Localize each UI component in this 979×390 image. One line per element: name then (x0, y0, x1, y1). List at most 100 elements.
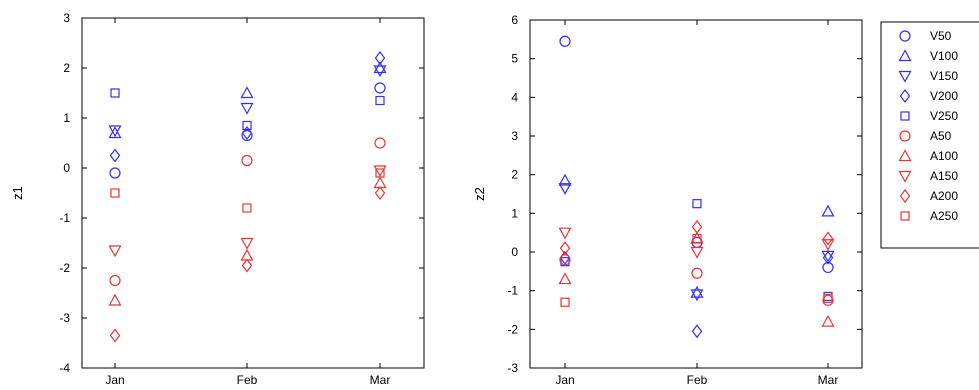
y-axis-label: z1 (10, 186, 25, 200)
data-point-a100 (821, 314, 835, 327)
data-point-a150 (558, 227, 572, 240)
y-tick-label: 1 (511, 206, 518, 220)
y-tick-label: 6 (511, 13, 518, 27)
data-point-v150 (108, 125, 122, 138)
y-tick-label: -1 (59, 211, 70, 225)
data-point-v100 (558, 173, 572, 186)
data-point-a200 (109, 328, 121, 343)
legend-marker-v50 (899, 30, 911, 42)
data-point-a50 (241, 154, 253, 167)
data-point-v50 (559, 35, 571, 47)
x-tick-label: Mar (818, 373, 839, 387)
legend-label-v250: V250 (930, 109, 958, 123)
data-point-a250 (823, 293, 833, 303)
data-point-a150 (373, 165, 387, 178)
y-tick-label: -3 (59, 311, 70, 325)
y-tick-label: 0 (511, 245, 518, 259)
data-point-a250 (242, 203, 252, 213)
legend-box (880, 21, 979, 249)
data-point-a200 (691, 219, 703, 234)
data-point-a250 (560, 297, 570, 307)
legend-marker-a50 (899, 130, 911, 142)
y-tick-label: 3 (63, 11, 70, 25)
data-point-a250 (375, 168, 385, 178)
data-point-v150 (690, 289, 704, 302)
data-point-v200 (691, 324, 703, 339)
data-point-a150 (240, 237, 254, 250)
data-point-a100 (108, 293, 122, 306)
data-point-a200 (241, 258, 253, 273)
data-point-v50 (109, 167, 121, 179)
data-point-v100 (240, 86, 254, 99)
legend-marker-v250 (900, 111, 910, 121)
x-tick-label: Feb (237, 373, 258, 387)
data-point-a50 (691, 267, 703, 279)
plot-frame (81, 17, 425, 369)
data-point-a200 (559, 241, 571, 256)
legend-marker-a100 (898, 149, 912, 162)
legend-marker-v100 (898, 49, 912, 62)
data-point-v250 (375, 95, 385, 106)
data-point-a150 (108, 245, 122, 258)
data-point-v200 (241, 126, 253, 140)
data-point-v50 (374, 82, 386, 94)
legend-marker-v200 (899, 89, 911, 103)
y-tick-label: -4 (59, 361, 70, 375)
data-point-v200 (374, 51, 386, 65)
data-point-a50 (109, 274, 121, 287)
data-point-v250 (242, 120, 252, 131)
legend-marker-a150 (898, 170, 912, 183)
data-point-v100 (821, 204, 835, 217)
legend-label-a100: A100 (930, 149, 958, 163)
legend-marker-a200 (899, 189, 911, 203)
data-point-v100 (108, 126, 122, 139)
data-point-a250 (692, 233, 702, 244)
legend-label-v100: V100 (930, 49, 958, 63)
data-point-v100 (690, 285, 704, 298)
data-point-v200 (822, 250, 834, 265)
data-point-v150 (558, 183, 572, 195)
data-point-a50 (374, 137, 386, 149)
legend-label-a50: A50 (930, 129, 952, 143)
legend-label-v50: V50 (930, 29, 952, 43)
data-point-v250 (692, 199, 702, 209)
data-point-v200 (109, 148, 121, 163)
y-tick-label: 2 (63, 61, 70, 75)
legend-label-a200: A200 (930, 189, 958, 203)
data-point-v150 (240, 102, 254, 115)
y-tick-label: -2 (507, 322, 518, 336)
data-point-a50 (822, 294, 834, 306)
y-tick-label: 5 (511, 52, 518, 66)
chart-z1: -4 -3 -2 -1 0 1 2 3 Jan Feb Mar z1 (10, 11, 425, 387)
plot-frame (529, 19, 863, 369)
data-point-v50 (241, 129, 253, 142)
data-point-a200 (822, 231, 834, 246)
data-point-v150 (373, 65, 387, 78)
data-point-a150 (821, 239, 835, 252)
y-tick-label: 4 (511, 90, 518, 104)
legend-marker-a250 (900, 211, 910, 221)
data-point-a200 (374, 186, 386, 200)
data-point-a150 (690, 246, 704, 259)
chart-z2: -3 -2 -1 0 1 2 3 4 5 6 Jan Feb Mar z2 (472, 13, 863, 387)
y-tick-label: 1 (63, 111, 70, 125)
legend-label-v150: V150 (930, 69, 958, 83)
y-axis-label: z2 (472, 187, 487, 201)
x-tick-label: Mar (370, 373, 391, 387)
y-tick-label: -1 (507, 284, 518, 298)
y-tick-label: 3 (511, 129, 518, 143)
legend: V50 V100 V150 V200 V250 A50 A100 A150 A200 A250 (880, 21, 979, 249)
x-tick-label: Jan (105, 373, 124, 387)
data-point-a100 (558, 272, 572, 285)
y-tick-label: 0 (63, 161, 70, 175)
y-tick-label: 2 (511, 168, 518, 182)
legend-label-a150: A150 (930, 169, 958, 183)
y-tick-label: -2 (59, 261, 70, 275)
data-point-v250 (110, 88, 120, 98)
data-point-v100 (373, 61, 387, 74)
legend-marker-v150 (898, 70, 912, 83)
data-point-a250 (110, 188, 120, 198)
y-tick-label: -3 (507, 361, 518, 375)
x-tick-label: Feb (687, 373, 708, 387)
